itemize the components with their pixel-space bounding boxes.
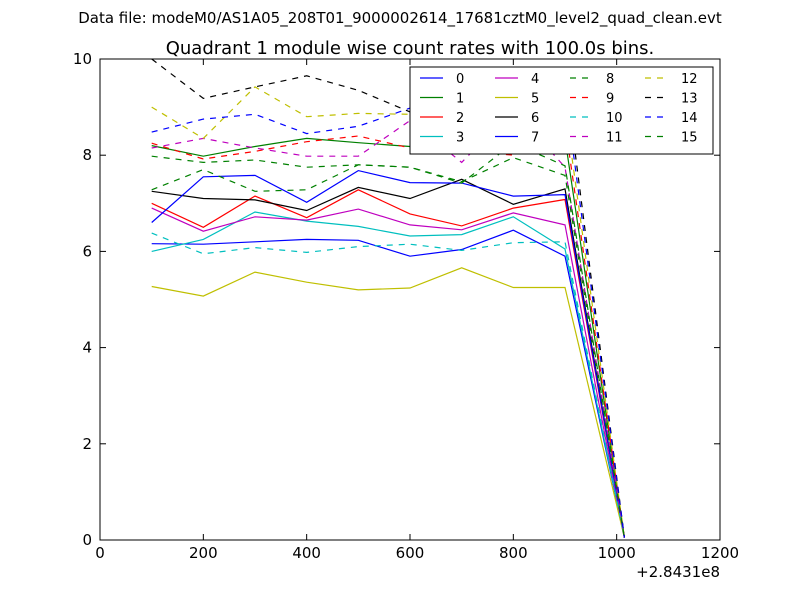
legend-label-9: 9 — [606, 92, 614, 107]
series-line-2 — [151, 189, 625, 538]
x-offset-label: +2.8431e8 — [636, 563, 720, 581]
x-tick-label: 200 — [189, 544, 218, 562]
legend-label-5: 5 — [531, 92, 539, 107]
legend-label-8: 8 — [606, 72, 614, 87]
legend-box — [409, 66, 714, 155]
series-line-6 — [151, 178, 625, 538]
series-line-0 — [151, 229, 625, 538]
series-line-12 — [151, 86, 625, 538]
legend-label-15: 15 — [681, 131, 698, 146]
legend-label-10: 10 — [606, 111, 623, 126]
x-tick-label: 1200 — [701, 544, 739, 562]
y-tick-label: 10 — [73, 50, 92, 68]
legend-label-1: 1 — [456, 92, 464, 107]
legend-label-6: 6 — [531, 111, 539, 126]
series-line-7 — [151, 169, 625, 538]
series-line-11 — [151, 108, 625, 538]
x-tick-label: 600 — [396, 544, 425, 562]
series-line-9 — [151, 122, 625, 538]
series-line-5 — [151, 267, 625, 538]
legend-label-3: 3 — [456, 131, 464, 146]
legend-label-12: 12 — [681, 72, 698, 87]
series-line-10 — [151, 232, 625, 538]
series-line-14 — [151, 89, 625, 538]
figure-supertitle: Data file: modeM0/AS1A05_208T01_90000026… — [78, 9, 722, 28]
legend-label-4: 4 — [531, 72, 539, 87]
y-tick-label: 6 — [82, 242, 92, 260]
series-line-8 — [151, 155, 625, 538]
series-line-15 — [151, 142, 625, 538]
x-tick-label: 400 — [292, 544, 321, 562]
legend-label-7: 7 — [531, 131, 539, 146]
legend-label-0: 0 — [456, 72, 464, 87]
x-tick-label: 0 — [95, 544, 105, 562]
legend-label-11: 11 — [606, 131, 623, 146]
legend-label-14: 14 — [681, 111, 698, 126]
x-tick-label: 1000 — [598, 544, 636, 562]
chart-title: Quadrant 1 module wise count rates with … — [166, 38, 655, 59]
y-tick-label: 4 — [82, 339, 92, 357]
legend-label-2: 2 — [456, 111, 464, 126]
series-line-3 — [151, 211, 625, 538]
y-tick-label: 8 — [82, 146, 92, 164]
y-tick-label: 0 — [82, 531, 92, 549]
x-tick-label: 800 — [499, 544, 528, 562]
series-line-4 — [151, 207, 625, 538]
y-tick-label: 2 — [82, 435, 92, 453]
legend-label-13: 13 — [681, 92, 698, 107]
